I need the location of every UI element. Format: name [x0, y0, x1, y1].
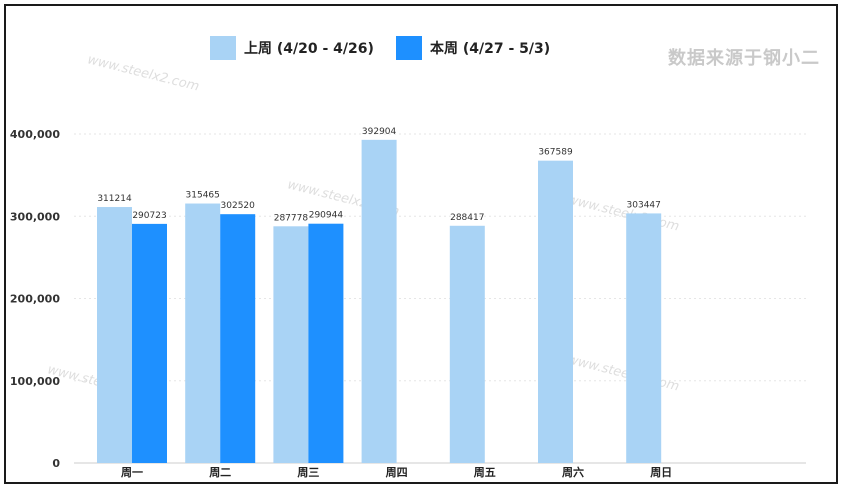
bar-last-week: [449, 225, 485, 463]
x-tick-label: 周五: [474, 466, 496, 479]
data-label: 290723: [132, 211, 166, 221]
data-label: 311214: [97, 194, 132, 204]
bar-chart: 0100,000200,000300,000400,000周一311214290…: [10, 127, 806, 479]
legend-label-this-week: 本周 (4/27 - 5/3): [430, 41, 551, 57]
bar-last-week: [361, 139, 397, 463]
y-tick-label: 200,000: [10, 293, 60, 306]
data-label: 290944: [309, 211, 344, 221]
data-source-label: 数据来源于钢小二: [668, 48, 820, 69]
bar-last-week: [273, 226, 309, 463]
data-label: 303447: [627, 200, 661, 210]
legend-swatch-this-week: [396, 36, 422, 60]
x-tick-label: 周一: [121, 466, 143, 479]
x-tick-label: 周二: [209, 466, 231, 479]
y-tick-label: 400,000: [10, 128, 60, 141]
chart-frame: www.steelx2.com www.steelx2.com www.stee…: [4, 4, 838, 484]
legend-label-last-week: 上周 (4/20 - 4/26): [244, 41, 374, 57]
x-tick-label: 周四: [386, 466, 408, 479]
data-label: 288417: [450, 213, 484, 223]
legend-item-last-week[interactable]: 上周 (4/20 - 4/26): [210, 36, 374, 60]
data-label: 367589: [538, 148, 573, 158]
data-label: 392904: [362, 127, 397, 137]
data-label: 302520: [221, 201, 256, 211]
x-tick-label: 周日: [650, 466, 672, 479]
bar-last-week: [538, 160, 573, 463]
chart-legend: 上周 (4/20 - 4/26) 本周 (4/27 - 5/3): [6, 36, 836, 64]
bar-this-week: [132, 223, 167, 463]
legend-swatch-last-week: [210, 36, 236, 60]
x-tick-label: 周三: [297, 466, 319, 479]
y-tick-label: 100,000: [10, 375, 60, 388]
y-tick-label: 300,000: [10, 210, 60, 223]
data-label: 315465: [186, 191, 220, 201]
bar-this-week: [220, 214, 256, 463]
bar-last-week: [97, 207, 132, 463]
bar-last-week: [626, 213, 662, 463]
bar-this-week: [308, 223, 344, 463]
bar-last-week: [185, 203, 221, 464]
y-tick-label: 0: [52, 457, 60, 470]
data-label: 287778: [274, 213, 309, 223]
legend-item-this-week[interactable]: 本周 (4/27 - 5/3): [396, 36, 550, 60]
x-tick-label: 周六: [562, 465, 584, 479]
